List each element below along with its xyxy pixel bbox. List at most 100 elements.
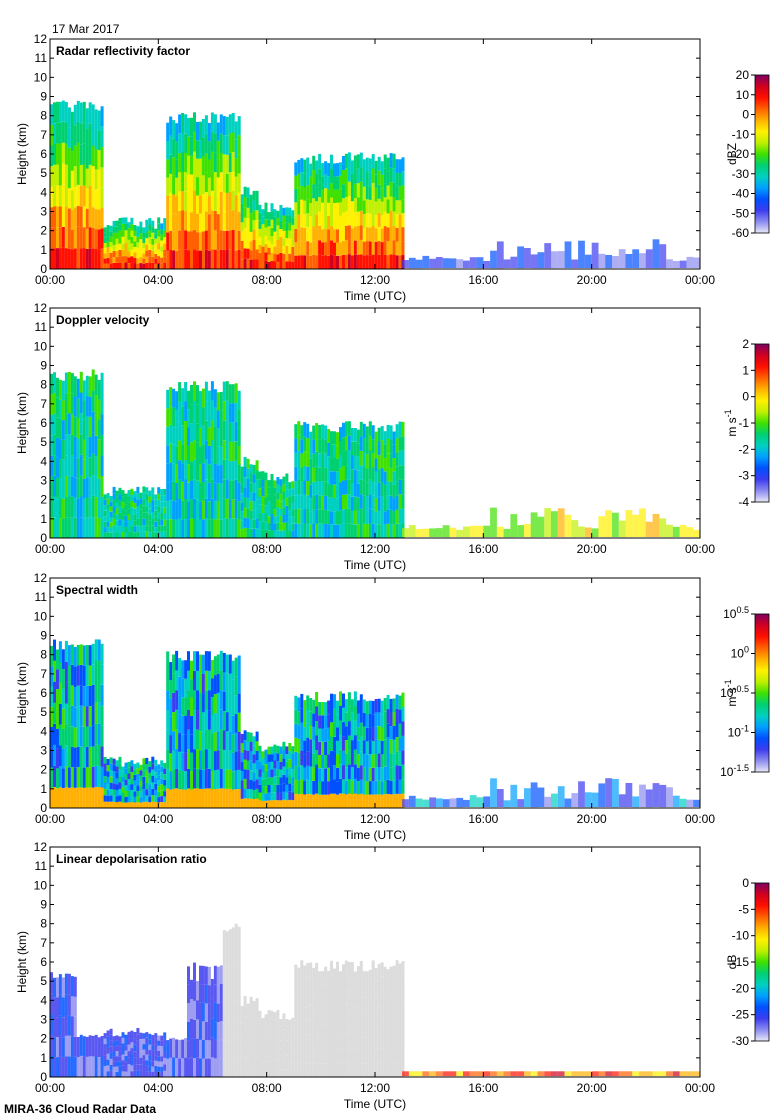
echo-cell xyxy=(136,1028,140,1035)
echo-cell xyxy=(201,444,205,464)
echo-cell xyxy=(97,209,101,230)
echo-cell xyxy=(136,531,140,538)
echo-cell xyxy=(53,475,56,497)
echo-cell xyxy=(234,499,238,519)
echo-cell xyxy=(652,513,660,537)
echo-cell xyxy=(67,517,71,538)
echo-cell xyxy=(456,1071,464,1077)
echo-cell xyxy=(124,504,128,511)
echo-cell xyxy=(261,224,265,232)
echo-cell xyxy=(270,777,274,785)
echo-cell xyxy=(365,524,369,538)
echo-cell xyxy=(124,236,128,244)
echo-cell xyxy=(145,219,149,226)
echo-cell xyxy=(187,651,190,671)
echo-cell xyxy=(204,192,208,212)
echo-cell xyxy=(297,523,301,538)
colorbar-tick-label: 0 xyxy=(742,876,749,890)
echo-cell xyxy=(148,496,152,503)
x-axis-label: Time (UTC) xyxy=(344,558,406,572)
echo-cell xyxy=(190,480,193,500)
echo-cell xyxy=(386,157,390,172)
echo-cell xyxy=(618,520,626,538)
echo-cell xyxy=(166,500,170,520)
echo-cell xyxy=(324,242,328,256)
echo-cell xyxy=(285,1048,289,1056)
echo-cell xyxy=(344,960,348,976)
echo-cell xyxy=(118,776,122,783)
echo-cell xyxy=(106,771,110,778)
echo-cell xyxy=(273,502,277,510)
echo-cell xyxy=(303,965,307,980)
echo-cell xyxy=(306,1062,310,1077)
echo-cell xyxy=(190,518,193,538)
echo-cell xyxy=(371,254,375,269)
echo-cell xyxy=(199,409,202,428)
echo-cell xyxy=(154,532,158,538)
echo-cell xyxy=(270,769,274,778)
echo-cell xyxy=(371,700,375,715)
echo-cell xyxy=(53,723,56,745)
echo-cell xyxy=(139,791,143,798)
echo-cell xyxy=(56,689,59,709)
echo-cell xyxy=(401,1048,405,1063)
echo-cell xyxy=(347,508,351,524)
echo-cell xyxy=(85,665,89,686)
echo-cell xyxy=(306,695,310,710)
echo-cell xyxy=(258,792,262,801)
echo-cell xyxy=(276,1043,280,1052)
echo-cell xyxy=(282,1045,286,1054)
echo-cell xyxy=(309,1062,313,1077)
echo-cell xyxy=(264,521,268,530)
echo-cell xyxy=(139,221,143,228)
echo-cell xyxy=(288,207,292,216)
echo-cell xyxy=(246,528,250,538)
echo-cell xyxy=(124,802,128,808)
echo-cell xyxy=(142,263,146,269)
echo-cell xyxy=(303,465,307,481)
echo-cell xyxy=(184,752,188,772)
echo-cell xyxy=(169,116,173,136)
y-tick-label: 2 xyxy=(40,1032,47,1046)
echo-cell xyxy=(255,190,259,201)
echo-cell xyxy=(377,469,381,483)
echo-cell xyxy=(234,770,238,790)
echo-cell xyxy=(178,770,182,790)
echo-cell xyxy=(130,519,134,526)
echo-cell xyxy=(264,472,268,481)
echo-cell xyxy=(672,795,680,807)
colorbar-tick-label: 10-1 xyxy=(728,724,749,740)
echo-cell xyxy=(76,644,80,666)
echo-cell xyxy=(166,159,170,178)
echo-cell xyxy=(261,1047,265,1055)
echo-cell xyxy=(273,800,277,808)
echo-cell xyxy=(237,135,241,155)
echo-cell xyxy=(324,425,328,440)
echo-cell xyxy=(240,1059,244,1069)
echo-cell xyxy=(315,201,319,215)
echo-cell xyxy=(398,508,402,524)
echo-cell xyxy=(273,1036,277,1045)
echo-cell xyxy=(350,740,354,754)
echo-cell xyxy=(395,722,399,738)
echo-cell xyxy=(463,799,470,807)
echo-cell xyxy=(130,525,134,532)
echo-cell xyxy=(184,401,188,421)
echo-cell xyxy=(234,139,238,159)
echo-cell xyxy=(300,158,304,172)
echo-cell xyxy=(103,237,107,243)
echo-cell xyxy=(58,641,62,663)
echo-cell xyxy=(231,789,235,808)
echo-cell xyxy=(216,712,220,732)
echo-cell xyxy=(377,184,381,199)
echo-cell xyxy=(368,781,372,795)
echo-cell xyxy=(82,227,86,249)
echo-cell xyxy=(374,981,378,996)
echo-cell xyxy=(121,236,125,244)
echo-cell xyxy=(222,1003,226,1022)
echo-cell xyxy=(204,211,208,231)
echo-cell xyxy=(204,1003,208,1022)
echo-cell xyxy=(196,670,199,691)
echo-cell xyxy=(240,770,244,781)
